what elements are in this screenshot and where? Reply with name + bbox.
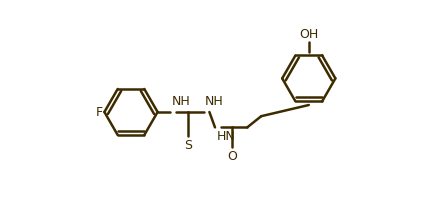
Text: HN: HN [216,130,235,143]
Text: NH: NH [205,95,223,108]
Text: F: F [96,106,103,118]
Text: S: S [184,139,192,152]
Text: NH: NH [171,95,190,108]
Text: OH: OH [299,28,318,41]
Text: O: O [227,150,237,163]
